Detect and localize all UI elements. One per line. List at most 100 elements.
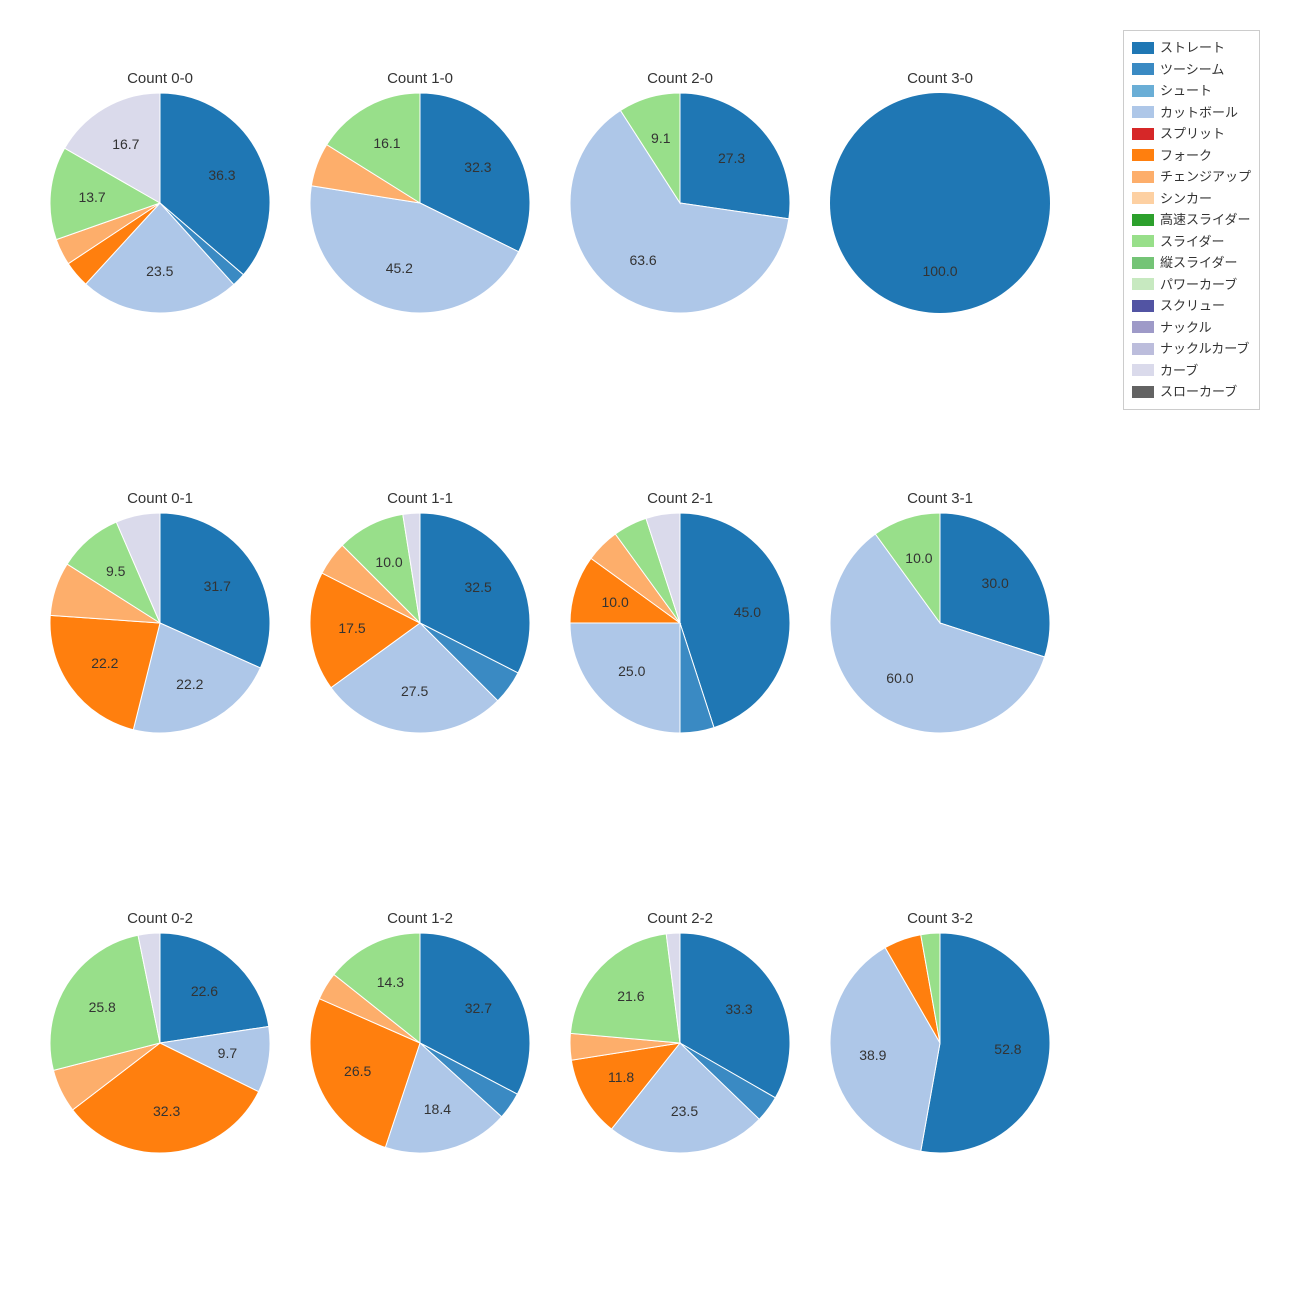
slice-value-label: 32.5 [465, 579, 492, 595]
legend-item: スプリット [1132, 123, 1251, 145]
legend-item: スライダー [1132, 231, 1251, 253]
slice-value-label: 60.0 [886, 670, 913, 686]
chart-title: Count 2-2 [550, 910, 810, 927]
slice-value-label: 9.1 [651, 130, 670, 146]
chart-grid: Count 0-0 36.3 23.5 13.7 16.7 Count 1-0 32.3 45… [0, 0, 1300, 1300]
legend-swatch [1132, 235, 1154, 247]
slice-value-label: 45.2 [386, 260, 413, 276]
legend-swatch [1132, 192, 1154, 204]
legend-label: シンカー [1160, 189, 1212, 209]
chart-title: Count 0-1 [30, 490, 290, 507]
chart-title: Count 0-0 [30, 70, 290, 87]
pie-chart: 27.363.69.1 [570, 93, 790, 313]
slice-value-label: 22.2 [176, 676, 203, 692]
chart-cell: Count 1-232.718.426.514.3 [290, 910, 550, 1210]
legend-swatch [1132, 149, 1154, 161]
slice-value-label: 17.5 [338, 620, 365, 636]
slice-value-label: 100.0 [922, 263, 957, 279]
pie-chart: 45.025.010.0 [570, 513, 790, 733]
pie-chart: 32.718.426.514.3 [310, 933, 530, 1153]
pie-chart: 22.69.732.325.8 [50, 933, 270, 1153]
pie-chart: 100.0 [830, 93, 1050, 313]
slice-value-label: 25.8 [89, 999, 116, 1015]
legend-swatch [1132, 128, 1154, 140]
legend-swatch [1132, 321, 1154, 333]
legend-swatch [1132, 63, 1154, 75]
legend-item: カットボール [1132, 102, 1251, 124]
slice-value-label: 36.3 [208, 167, 235, 183]
chart-cell: Count 1-132.527.517.510.0 [290, 490, 550, 790]
chart-cell: Count 0-222.69.732.325.8 [30, 910, 290, 1210]
slice-value-label: 45.0 [734, 604, 761, 620]
legend-item: ツーシーム [1132, 59, 1251, 81]
slice-value-label: 23.5 [146, 263, 173, 279]
slice-value-label: 25.0 [618, 663, 645, 679]
legend-item: ストレート [1132, 37, 1251, 59]
pie-chart: 30.0 60.0 10.0 [830, 513, 1050, 733]
legend-swatch [1132, 386, 1154, 398]
chart-cell: Count 3-0 100.0 [810, 70, 1070, 370]
chart-cell: Count 2-233.323.511.821.6 [550, 910, 810, 1210]
slice-value-label: 31.7 [204, 578, 231, 594]
legend-swatch [1132, 300, 1154, 312]
legend-label: カットボール [1160, 103, 1238, 123]
legend-item: シュート [1132, 80, 1251, 102]
pie-chart: 31.722.222.29.5 [50, 513, 270, 733]
legend-label: 高速スライダー [1160, 210, 1250, 230]
chart-title: Count 1-1 [290, 490, 550, 507]
chart-title: Count 0-2 [30, 910, 290, 927]
legend-swatch [1132, 171, 1154, 183]
legend: ストレートツーシームシュートカットボールスプリットフォークチェンジアップシンカー… [1123, 30, 1260, 410]
legend-label: シュート [1160, 81, 1212, 101]
slice-value-label: 10.0 [375, 554, 402, 570]
legend-item: パワーカーブ [1132, 274, 1251, 296]
slice-value-label: 16.1 [373, 135, 400, 151]
slice-value-label: 32.3 [464, 159, 491, 175]
chart-title: Count 2-1 [550, 490, 810, 507]
slice-value-label: 52.8 [994, 1041, 1021, 1057]
legend-swatch [1132, 278, 1154, 290]
legend-label: カーブ [1160, 361, 1198, 381]
slice-value-label: 14.3 [377, 974, 404, 990]
slice-value-label: 32.7 [465, 1000, 492, 1016]
chart-title: Count 1-2 [290, 910, 550, 927]
slice-value-label: 16.7 [112, 136, 139, 152]
slice-value-label: 9.7 [218, 1045, 237, 1061]
chart-title: Count 3-1 [810, 490, 1070, 507]
pie-chart: 36.3 23.5 13.7 16.7 [50, 93, 270, 313]
slice-value-label: 30.0 [982, 575, 1009, 591]
legend-swatch [1132, 257, 1154, 269]
legend-label: フォーク [1160, 146, 1212, 166]
legend-label: 縦スライダー [1160, 253, 1237, 273]
slice-value-label: 26.5 [344, 1063, 371, 1079]
chart-cell: Count 2-0 27.363.69.1 [550, 70, 810, 370]
pie-chart: 52.838.9 [830, 933, 1050, 1153]
chart-cell: Count 2-145.025.010.0 [550, 490, 810, 790]
legend-item: チェンジアップ [1132, 166, 1251, 188]
legend-item: スローカーブ [1132, 381, 1251, 403]
chart-cell: Count 1-0 32.3 45.2 16.1 [290, 70, 550, 370]
chart-title: Count 1-0 [290, 70, 550, 87]
slice-value-label: 10.0 [905, 550, 932, 566]
slice-value-label: 11.8 [608, 1069, 634, 1085]
legend-item: スクリュー [1132, 295, 1251, 317]
legend-item: フォーク [1132, 145, 1251, 167]
slice-value-label: 13.7 [78, 189, 105, 205]
pie-chart: 32.527.517.510.0 [310, 513, 530, 733]
chart-cell: Count 0-0 36.3 23.5 13.7 16.7 [30, 70, 290, 370]
legend-label: ナックルカーブ [1160, 339, 1249, 359]
slice-value-label: 23.5 [671, 1103, 698, 1119]
slice-value-label: 27.3 [718, 150, 745, 166]
chart-title: Count 3-0 [810, 70, 1070, 87]
legend-label: スプリット [1160, 124, 1225, 144]
slice-value-label: 21.6 [617, 988, 644, 1004]
chart-title: Count 2-0 [550, 70, 810, 87]
legend-swatch [1132, 214, 1154, 226]
legend-swatch [1132, 85, 1154, 97]
pie-chart: 32.3 45.2 16.1 [310, 93, 530, 313]
legend-item: 高速スライダー [1132, 209, 1251, 231]
legend-swatch [1132, 364, 1154, 376]
legend-swatch [1132, 343, 1154, 355]
slice-value-label: 22.6 [191, 983, 218, 999]
slice-value-label: 9.5 [106, 563, 125, 579]
